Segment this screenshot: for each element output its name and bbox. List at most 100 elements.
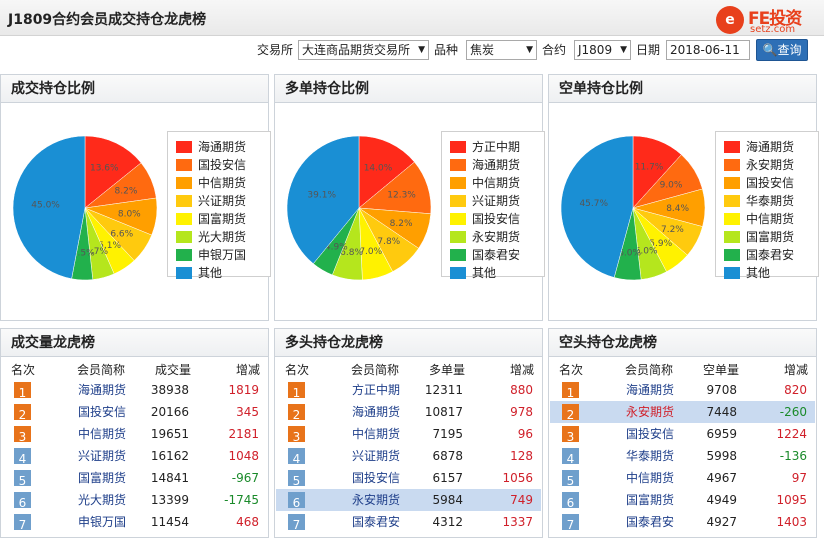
product-select[interactable]: 焦炭 ▼ — [466, 40, 537, 60]
member-name-link[interactable]: 海通期货 — [352, 405, 401, 419]
member-name-link[interactable]: 中信期货 — [626, 471, 675, 485]
table-row[interactable]: 4 华泰期货 5998 -136 — [550, 445, 815, 467]
pie-panel-long: 多单持仓比例 14.0% 12.3% 8.2% 7.8% 7.0% 6.8% 4.9% 39.… — [274, 74, 545, 321]
legend-label: 永安期货 — [746, 158, 795, 172]
date-input[interactable]: 2018-06-11 — [666, 40, 750, 60]
exchange-select[interactable]: 大连商品期货交易所 ▼ — [298, 40, 429, 60]
legend-swatch — [176, 141, 192, 153]
member-name-link[interactable]: 光大期货 — [78, 493, 127, 507]
legend-item: 国投安信 — [724, 174, 794, 192]
legend-item: 其他 — [176, 264, 222, 282]
legend-item: 申银万国 — [176, 246, 246, 264]
volume-value: 13399 — [150, 493, 189, 507]
table-row[interactable]: 7 国泰君安 4927 1403 — [550, 511, 815, 533]
change-value: 1403 — [776, 515, 807, 529]
column-header[interactable]: 名次 — [11, 363, 36, 377]
member-name-link[interactable]: 兴证期货 — [352, 449, 401, 463]
table-row[interactable]: 3 中信期货 19651 2181 — [2, 423, 267, 445]
member-name-link[interactable]: 国投安信 — [352, 471, 401, 485]
table-row[interactable]: 5 中信期货 4967 97 — [550, 467, 815, 489]
pie-slice-8 — [12, 135, 86, 280]
member-name-link[interactable]: 方正中期 — [352, 383, 401, 397]
member-name-link[interactable]: 兴证期货 — [78, 449, 127, 463]
site-logo[interactable]: e FE投资 setz.com — [716, 4, 822, 36]
table-row[interactable]: 7 国泰君安 4312 1337 — [276, 511, 541, 533]
member-name-link[interactable]: 国泰君安 — [626, 515, 675, 529]
query-button[interactable]: 🔍查询 — [756, 39, 808, 61]
table-row[interactable]: 1 方正中期 12311 880 — [276, 379, 541, 401]
panel-title: 多单持仓比例 — [275, 75, 542, 103]
table-row[interactable]: 4 兴证期货 16162 1048 — [2, 445, 267, 467]
rank-badge: 7 — [562, 514, 579, 532]
table-row[interactable]: 6 光大期货 13399 -1745 — [2, 489, 267, 511]
member-name-link[interactable]: 中信期货 — [78, 427, 127, 441]
legend-swatch — [724, 213, 740, 225]
logo-mark-icon: e — [716, 6, 744, 34]
rank-badge: 6 — [14, 492, 31, 510]
legend-label: 中信期货 — [198, 176, 247, 190]
table-row[interactable]: 7 申银万国 11454 468 — [2, 511, 267, 533]
column-header[interactable]: 名次 — [285, 363, 310, 377]
table-row[interactable]: 6 国富期货 4949 1095 — [550, 489, 815, 511]
short-pie-legend: 海通期货 永安期货 国投安信 华泰期货 中信期货 国富期货 国泰君安 其他 — [715, 131, 819, 280]
search-icon: 🔍 — [762, 43, 778, 57]
member-name-link[interactable]: 华泰期货 — [626, 449, 675, 463]
member-name-link[interactable]: 中信期货 — [352, 427, 401, 441]
table-row[interactable]: 1 海通期货 9708 820 — [550, 379, 815, 401]
column-header[interactable]: 会员简称 — [625, 363, 674, 377]
legend-label: 中信期货 — [746, 212, 795, 226]
legend-label: 华泰期货 — [746, 194, 795, 208]
contract-select-value: J1809 — [578, 43, 613, 57]
rank-badge: 1 — [288, 382, 305, 400]
member-name-link[interactable]: 国富期货 — [78, 471, 127, 485]
column-header[interactable]: 成交量 — [155, 363, 192, 377]
volume-value: 6157 — [432, 471, 463, 485]
table-row[interactable]: 3 中信期货 7195 96 — [276, 423, 541, 445]
legend-swatch — [724, 249, 740, 261]
volume-pie-chart: 13.6% 8.2% 8.0% 6.6% 5.1%4.7%4.5% 45.0% — [12, 135, 158, 281]
member-name-link[interactable]: 国泰君安 — [352, 515, 401, 529]
change-value: 1337 — [502, 515, 533, 529]
table-row[interactable]: 2 永安期货 7448 -260 — [550, 401, 815, 423]
member-name-link[interactable]: 国投安信 — [78, 405, 127, 419]
volume-value: 4312 — [432, 515, 463, 529]
pie-slice-label: 6.0% — [618, 249, 641, 259]
contract-select[interactable]: J1809 ▼ — [574, 40, 631, 60]
column-header[interactable]: 名次 — [559, 363, 584, 377]
change-value: 1224 — [776, 427, 807, 441]
member-name-link[interactable]: 海通期货 — [78, 383, 127, 397]
column-header[interactable]: 增减 — [783, 363, 808, 377]
legend-item: 国投安信 — [176, 156, 246, 174]
legend-label: 其他 — [472, 266, 497, 280]
member-name-link[interactable]: 永安期货 — [352, 493, 401, 507]
column-header[interactable]: 会员简称 — [77, 363, 126, 377]
column-header[interactable]: 空单量 — [703, 363, 740, 377]
column-header[interactable]: 多单量 — [429, 363, 466, 377]
member-name-link[interactable]: 国投安信 — [626, 427, 675, 441]
table-row[interactable]: 2 国投安信 20166 345 — [2, 401, 267, 423]
change-value: 1819 — [228, 383, 259, 397]
table-panel-short: 空头持仓龙虎榜 名次 会员简称 空单量 增减 1 海通期货 9708 820 2 永安期货 7448… — [548, 328, 817, 538]
table-row[interactable]: 2 海通期货 10817 978 — [276, 401, 541, 423]
member-name-link[interactable]: 申银万国 — [78, 515, 127, 529]
volume-value: 19651 — [150, 427, 189, 441]
column-header[interactable]: 增减 — [509, 363, 534, 377]
column-header[interactable]: 会员简称 — [351, 363, 400, 377]
pie-slice-label: 6.6% — [110, 229, 133, 239]
table-row[interactable]: 1 海通期货 38938 1819 — [2, 379, 267, 401]
table-row[interactable]: 5 国投安信 6157 1056 — [276, 467, 541, 489]
member-name-link[interactable]: 永安期货 — [626, 405, 675, 419]
table-row[interactable]: 6 永安期货 5984 749 — [276, 489, 541, 511]
legend-label: 海通期货 — [472, 158, 521, 172]
table-row[interactable]: 4 兴证期货 6878 128 — [276, 445, 541, 467]
pie-slice-1 — [358, 135, 415, 209]
long-pie-legend: 方正中期 海通期货 中信期货 兴证期货 国投安信 永安期货 国泰君安 其他 — [441, 131, 545, 280]
column-header[interactable]: 增减 — [235, 363, 260, 377]
table-row[interactable]: 3 国投安信 6959 1224 — [550, 423, 815, 445]
member-name-link[interactable]: 海通期货 — [626, 383, 675, 397]
table-row[interactable]: 5 国富期货 14841 -967 — [2, 467, 267, 489]
member-name-link[interactable]: 国富期货 — [626, 493, 675, 507]
volume-value: 12311 — [424, 383, 463, 397]
legend-swatch — [176, 159, 192, 171]
rank-badge: 3 — [14, 426, 31, 444]
